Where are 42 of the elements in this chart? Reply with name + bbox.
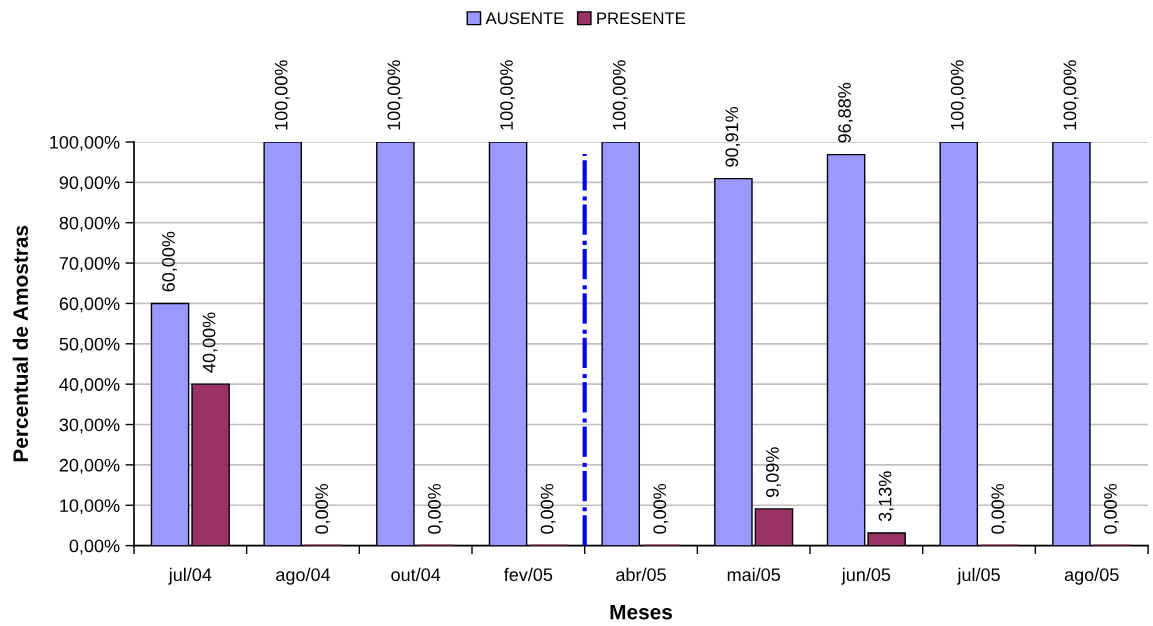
data-label: 100,00% xyxy=(274,60,290,130)
x-tick-label: ago/04 xyxy=(276,567,331,585)
data-label: 3,13% xyxy=(878,471,894,522)
y-tick-label: 20,00% xyxy=(59,458,120,474)
data-label: 0,00% xyxy=(428,483,443,534)
x-tick-label: fev/05 xyxy=(504,567,553,582)
y-tick-label: 50,00% xyxy=(59,337,120,353)
y-tick-label: 40,00% xyxy=(59,378,120,394)
y-tick-label: 60,00% xyxy=(59,297,120,313)
data-label: 0,00% xyxy=(653,483,669,534)
y-tick-label: 90,00% xyxy=(59,176,120,192)
data-label: 40,00% xyxy=(202,312,218,373)
x-axis-title: Meses xyxy=(610,604,673,620)
data-label: 100,00% xyxy=(1063,60,1079,130)
data-label: 0,00% xyxy=(540,483,556,534)
y-tick-label: 30,00% xyxy=(59,418,120,434)
y-tick-label: 0,00% xyxy=(69,539,120,555)
data-label: 90,91% xyxy=(725,106,741,167)
data-label: 0,00% xyxy=(1104,483,1119,534)
x-tick-label: jul/05 xyxy=(957,567,1000,585)
x-tick-label: jul/04 xyxy=(168,567,212,585)
data-label: 100,00% xyxy=(612,60,628,130)
y-tick-label: 70,00% xyxy=(59,257,120,272)
data-label: 0,00% xyxy=(315,483,331,534)
legend-label: PRESENTE xyxy=(597,12,686,25)
y-tick-label: 100,00% xyxy=(50,135,120,151)
data-label: 100,00% xyxy=(950,60,966,130)
x-tick-label: abr/05 xyxy=(616,567,666,582)
y-tick-label: 80,00% xyxy=(59,216,120,232)
data-label: 100,00% xyxy=(387,60,403,130)
data-label: 60,00% xyxy=(162,231,178,292)
data-label: 0,00% xyxy=(991,483,1007,534)
x-tick-label: ago/05 xyxy=(1064,567,1119,585)
data-label: 100,00% xyxy=(500,60,516,130)
y-axis-title: Percentual de Amostras xyxy=(12,225,29,462)
data-label: 96,88% xyxy=(838,82,854,143)
y-tick-label: 10,00% xyxy=(60,499,120,515)
legend-label: AUSENTE xyxy=(485,12,564,25)
x-tick-label: mai/05 xyxy=(727,567,781,582)
x-tick-label: jun/05 xyxy=(841,567,891,585)
data-label: 9,09% xyxy=(766,447,781,497)
x-tick-label: out/04 xyxy=(391,567,441,582)
